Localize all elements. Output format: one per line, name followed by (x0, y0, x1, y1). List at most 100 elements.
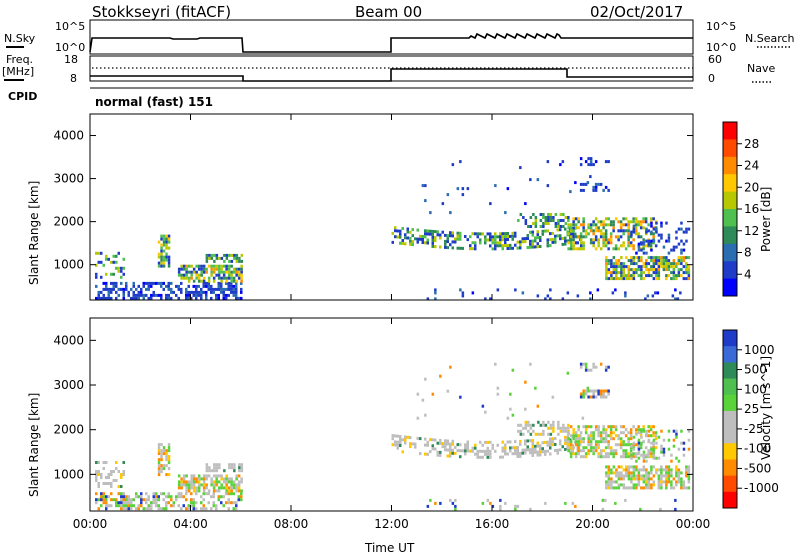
echo-cell (235, 507, 238, 511)
echo-cell (534, 444, 537, 448)
echo-cell (617, 474, 621, 478)
echo-cell (426, 504, 430, 508)
echo-cell (602, 238, 605, 242)
echo-cell (607, 452, 610, 456)
freq-tick-top: 18 (64, 53, 78, 66)
echo-cell (549, 219, 553, 222)
echo-cell (622, 217, 625, 221)
echo-cell (637, 431, 640, 435)
echo-cell (95, 476, 98, 479)
echo-cell (622, 483, 626, 487)
echo-cell (394, 434, 397, 438)
echo-cell (100, 296, 103, 300)
echo-cell (426, 238, 429, 242)
echo-cell (632, 471, 636, 475)
echo-cell (494, 247, 497, 251)
echo-cell (531, 233, 534, 237)
echo-cell (227, 507, 230, 511)
echo-cell (529, 230, 532, 234)
echo-cell (200, 483, 203, 487)
echo-cell (145, 492, 148, 496)
echo-cell (439, 245, 442, 249)
echo-cell (496, 241, 499, 245)
echo-cell (662, 259, 666, 263)
echo-cell (632, 217, 635, 221)
echo-cell (102, 263, 105, 267)
echo-cell (544, 501, 547, 505)
echo-cell (594, 185, 598, 189)
echo-cell (630, 471, 633, 475)
echo-cell (544, 297, 547, 301)
echo-cell (642, 440, 645, 444)
echo-cell (647, 274, 651, 278)
echo-cell (187, 279, 191, 283)
echo-cell (529, 448, 532, 452)
echo-cell (120, 501, 123, 505)
echo-cell (670, 468, 673, 472)
echo-cell (222, 264, 226, 268)
echo-cell (576, 294, 580, 298)
echo-cell (167, 264, 171, 268)
echo-cell (160, 293, 163, 297)
echo-cell (657, 262, 661, 266)
echo-cell (494, 449, 497, 453)
echo-cell (637, 256, 641, 260)
echo-cell (235, 256, 239, 260)
echo-cell (135, 507, 138, 511)
echo-cell (107, 476, 110, 479)
echo-cell (639, 235, 643, 239)
echo-cell (537, 432, 540, 436)
echo-cell (637, 265, 641, 269)
echo-cell (617, 443, 620, 447)
echo-cell (630, 230, 633, 234)
echo-cell (574, 504, 577, 508)
echo-cell (647, 239, 651, 243)
echo-cell (637, 245, 641, 249)
echo-cell (604, 455, 608, 459)
echo-cell (220, 287, 223, 291)
echo-cell (622, 223, 625, 227)
echo-cell (614, 443, 618, 447)
echo-cell (192, 504, 195, 508)
echo-cell (625, 256, 628, 260)
echo-cell (627, 220, 630, 224)
echo-cell (526, 246, 529, 249)
echo-cell (665, 474, 668, 478)
echo-cell (609, 437, 613, 441)
echo-cell (222, 480, 226, 484)
echo-cell (685, 227, 688, 231)
echo-cell (557, 423, 560, 427)
echo-cell (617, 486, 621, 490)
echo-cell (640, 474, 643, 478)
echo-cell (687, 429, 691, 433)
echo-cell (685, 230, 688, 234)
echo-cell (167, 246, 171, 250)
echo-cell (486, 232, 489, 236)
echo-cell (95, 251, 98, 255)
echo-cell (539, 213, 543, 216)
echo-cell (200, 296, 203, 300)
echo-cell (632, 277, 636, 281)
echo-cell (145, 281, 148, 285)
echo-cell (529, 225, 533, 228)
echo-cell (529, 432, 533, 436)
echo-cell (632, 425, 635, 429)
echo-cell (197, 293, 200, 297)
echo-cell (147, 284, 150, 288)
echo-cell (657, 271, 661, 275)
echo-cell (592, 229, 595, 233)
echo-cell (554, 443, 557, 446)
echo-cell (642, 271, 646, 275)
echo-cell (230, 253, 234, 257)
echo-cell (122, 492, 125, 496)
echo-cell (237, 489, 241, 493)
echo-cell (542, 429, 545, 433)
echo-cell (672, 444, 676, 448)
echo-cell (582, 395, 585, 399)
echo-cell (614, 244, 618, 248)
echo-cell (95, 275, 98, 279)
echo-cell (122, 296, 125, 300)
echo-cell (645, 265, 648, 269)
echo-cell (665, 259, 668, 263)
echo-cell (557, 426, 560, 430)
